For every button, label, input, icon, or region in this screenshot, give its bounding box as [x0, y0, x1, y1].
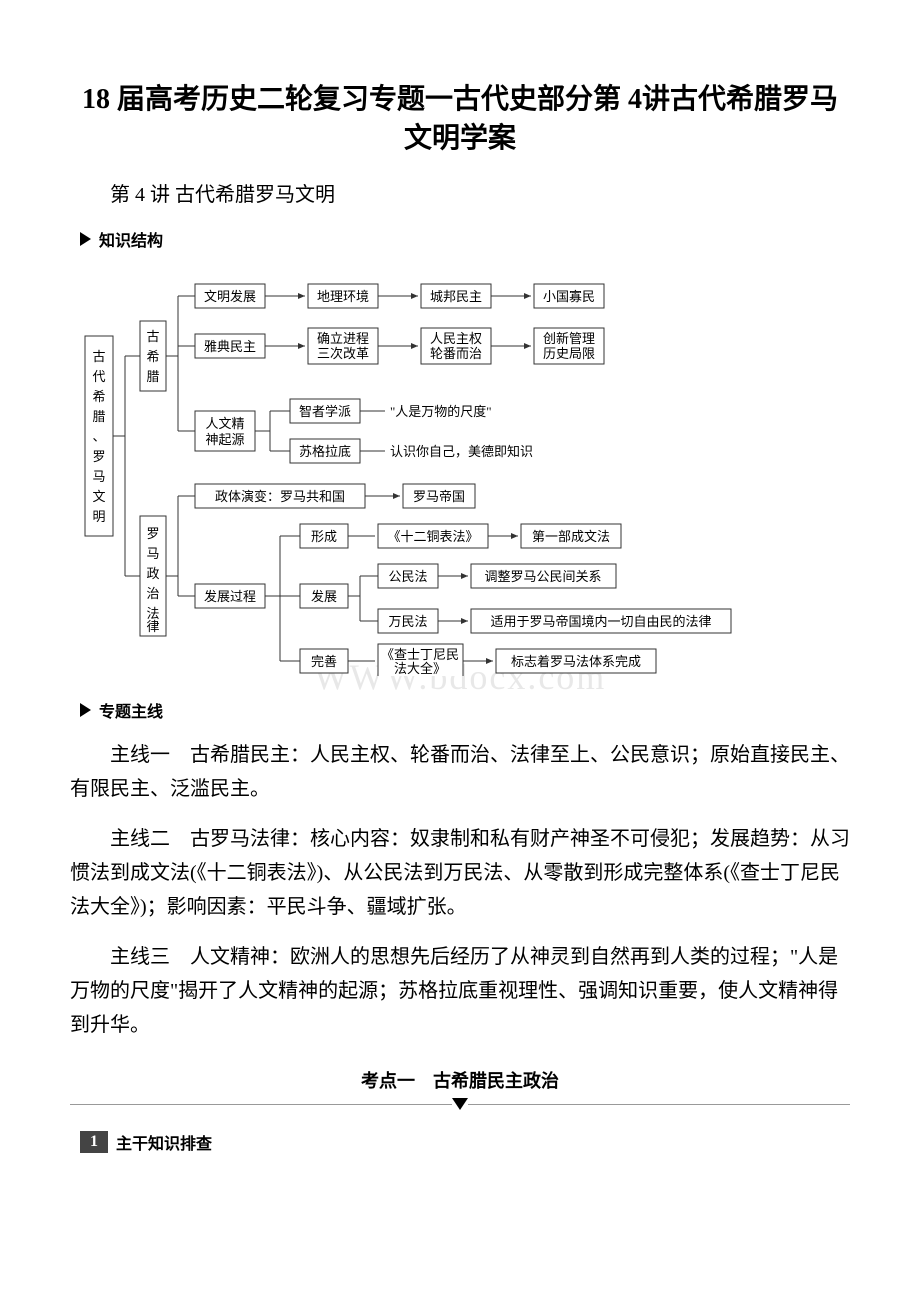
svg-text:完善: 完善	[311, 654, 337, 669]
svg-text:智者学派: 智者学派	[299, 404, 351, 419]
svg-text:认识你自己，美德即知识: 认识你自己，美德即知识	[390, 444, 533, 459]
section-number-label: 主干知识排查	[116, 1130, 212, 1154]
svg-text:罗: 罗	[146, 526, 159, 541]
divider-line-right	[468, 1104, 850, 1105]
paragraph-mainline-1: 主线一 古希腊民主：人民主权、轮番而治、法律至上、公民意识；原始直接民主、有限民…	[70, 738, 850, 806]
svg-text:马: 马	[92, 469, 105, 484]
svg-text:第一部成文法: 第一部成文法	[532, 529, 610, 544]
svg-text:腊: 腊	[92, 409, 105, 424]
numbered-section-1: 1 主干知识排查	[80, 1130, 850, 1154]
svg-text:法大全》: 法大全》	[394, 661, 446, 676]
svg-text:《查士丁尼民: 《查士丁尼民	[381, 647, 459, 662]
svg-text:苏格拉底: 苏格拉底	[299, 444, 351, 459]
topic-divider	[70, 1098, 850, 1110]
svg-text:罗: 罗	[92, 449, 105, 464]
svg-text:文: 文	[92, 489, 105, 504]
root-char-1: 古	[92, 349, 105, 364]
svg-text:公民法: 公民法	[388, 569, 427, 584]
section-number-box: 1	[80, 1131, 108, 1153]
down-arrow-icon	[452, 1098, 468, 1110]
paragraph-mainline-2: 主线二 古罗马法律：核心内容：奴隶制和私有财产神圣不可侵犯；发展趋势：从习惯法到…	[70, 822, 850, 924]
svg-text:文明发展: 文明发展	[204, 289, 256, 304]
divider-line-left	[70, 1104, 452, 1105]
knowledge-diagram: 古 代 希 腊 、 罗 马 文 明 古 希 腊 文明发展 地理环境 城邦民主 小…	[80, 266, 840, 681]
svg-text:历史局限: 历史局限	[543, 346, 595, 361]
svg-text:发展: 发展	[311, 589, 337, 604]
svg-text:明: 明	[92, 509, 105, 524]
svg-text:律: 律	[146, 619, 159, 634]
svg-text:马: 马	[146, 546, 159, 561]
svg-text:创新管理: 创新管理	[543, 331, 595, 346]
svg-text:人文精: 人文精	[205, 416, 244, 431]
svg-text:城邦民主: 城邦民主	[430, 289, 482, 304]
svg-text:地理环境: 地理环境	[317, 289, 369, 304]
triangle-marker-icon	[80, 703, 91, 717]
svg-text:《十二铜表法》: 《十二铜表法》	[387, 529, 478, 544]
svg-text:万民法: 万民法	[388, 614, 427, 629]
svg-text:治: 治	[146, 586, 159, 601]
svg-text:小国寡民: 小国寡民	[543, 289, 595, 304]
svg-text:古: 古	[146, 329, 159, 344]
svg-text:标志着罗马法体系完成: 标志着罗马法体系完成	[511, 654, 641, 669]
section-label: 知识结构	[99, 227, 163, 251]
svg-text:神起源: 神起源	[205, 432, 244, 447]
svg-text:"人是万物的尺度": "人是万物的尺度"	[390, 404, 492, 419]
svg-text:政: 政	[146, 566, 159, 581]
svg-text:适用于罗马帝国境内一切自由民的法律: 适用于罗马帝国境内一切自由民的法律	[490, 614, 711, 629]
svg-text:希: 希	[92, 389, 105, 404]
svg-text:发展过程: 发展过程	[204, 589, 256, 604]
topic-heading: 考点一 古希腊民主政治	[70, 1067, 850, 1093]
svg-text:形成: 形成	[311, 529, 337, 544]
svg-text:代: 代	[92, 369, 105, 384]
diagram-svg: 古 代 希 腊 、 罗 马 文 明 古 希 腊 文明发展 地理环境 城邦民主 小…	[80, 266, 840, 676]
section-label: 专题主线	[99, 698, 163, 722]
svg-text:雅典民主: 雅典民主	[204, 339, 256, 354]
triangle-marker-icon	[80, 232, 91, 246]
svg-text:确立进程: 确立进程	[317, 331, 369, 346]
svg-text:人民主权: 人民主权	[430, 331, 482, 346]
section-mainline: 专题主线	[80, 698, 850, 722]
paragraph-mainline-3: 主线三 人文精神：欧洲人的思想先后经历了从神灵到自然再到人类的过程；"人是万物的…	[70, 940, 850, 1042]
section-knowledge-structure: 知识结构	[80, 227, 850, 251]
page-title: 18 届高考历史二轮复习专题一古代史部分第 4讲古代希腊罗马文明学案	[70, 80, 850, 158]
svg-text:三次改革: 三次改革	[317, 346, 369, 361]
lecture-subtitle: 第 4 讲 古代希腊罗马文明	[70, 178, 850, 207]
svg-text:、: 、	[92, 429, 105, 444]
svg-text:希: 希	[146, 349, 159, 364]
svg-text:罗马帝国: 罗马帝国	[413, 489, 465, 504]
svg-text:调整罗马公民间关系: 调整罗马公民间关系	[484, 569, 601, 584]
svg-text:轮番而治: 轮番而治	[430, 346, 482, 361]
svg-text:腊: 腊	[146, 369, 159, 384]
svg-text:政体演变：罗马共和国: 政体演变：罗马共和国	[215, 489, 345, 504]
